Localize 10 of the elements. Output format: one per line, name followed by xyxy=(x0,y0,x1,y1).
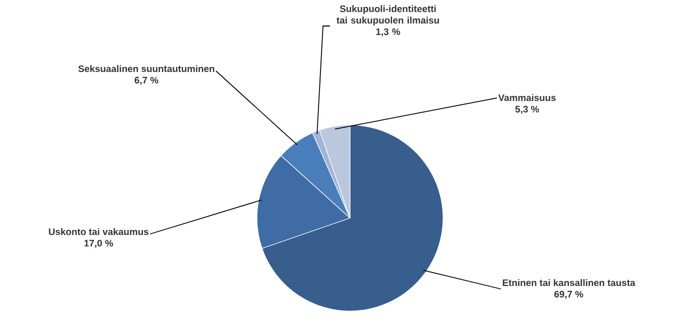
data-label: 5,3 % xyxy=(515,106,539,114)
slice-label: Vammaisuus xyxy=(498,94,556,102)
data-label: 69,7 % xyxy=(554,290,584,299)
slice-label: Seksuaalinen suuntautuminen xyxy=(78,65,214,72)
data-label: 17,0 % xyxy=(84,240,114,248)
data-label: 6,7 % xyxy=(134,76,158,85)
data-label: 1,3 % xyxy=(376,28,400,36)
slice-label: Uskonto tai vakaumus xyxy=(48,228,148,236)
slice-label: Etninen tai kansallinen tausta xyxy=(502,279,636,286)
slice-label: Sukupuoli-identiteetti tai sukupuolen ilmaisu xyxy=(336,5,439,26)
